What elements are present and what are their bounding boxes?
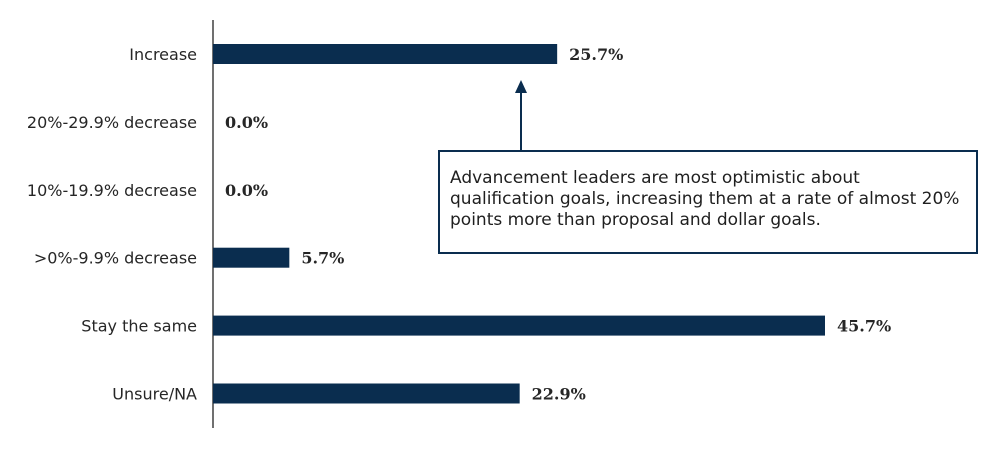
category-label: Increase (129, 45, 197, 64)
bar (213, 383, 520, 404)
value-label: 25.7% (569, 45, 623, 64)
annotation-arrow-head (515, 80, 527, 93)
value-label: 0.0% (225, 181, 268, 200)
category-label: 10%-19.9% decrease (27, 181, 197, 200)
value-label: 5.7% (301, 249, 344, 268)
bars-group: Increase 25.7% 20%-29.9% decrease 0.0% 10%-1… (27, 44, 891, 404)
value-label: 0.0% (225, 113, 268, 132)
category-label: Stay the same (81, 317, 197, 336)
bar (213, 315, 825, 336)
annotation-text: Advancement leaders are most optimistic … (450, 168, 960, 230)
category-label: 20%-29.9% decrease (27, 113, 197, 132)
bar (213, 247, 290, 268)
annotation-callout: Advancement leaders are most optimistic … (438, 150, 978, 254)
category-label: Unsure/NA (112, 385, 197, 404)
category-label: >0%-9.9% decrease (34, 249, 197, 268)
value-label: 45.7% (837, 317, 891, 336)
value-label: 22.9% (532, 385, 586, 404)
bar (213, 44, 558, 64)
